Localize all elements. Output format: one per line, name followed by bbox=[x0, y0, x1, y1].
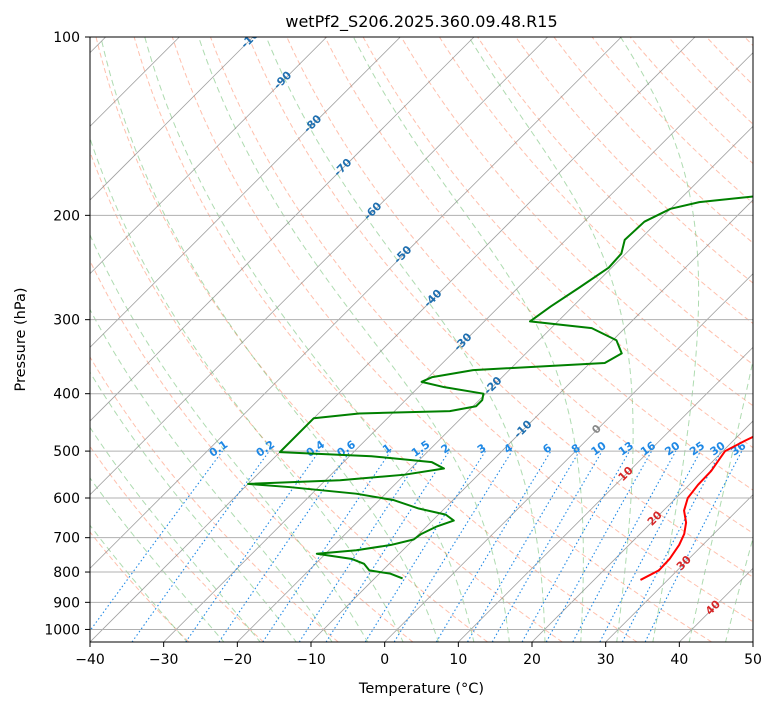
dry-adiabat bbox=[477, 37, 753, 325]
moist-adiabat bbox=[468, 37, 634, 642]
isotherm-line bbox=[384, 273, 753, 642]
mixing-ratio-line bbox=[644, 450, 743, 642]
temperature-profile bbox=[639, 435, 753, 581]
mixing-ratio-line bbox=[131, 450, 270, 642]
y-tick-label: 300 bbox=[53, 313, 80, 329]
y-axis-label: Pressure (hPa) bbox=[13, 287, 29, 391]
moist-adiabat bbox=[198, 37, 510, 642]
moist-adiabat bbox=[90, 477, 225, 642]
y-tick-label: 800 bbox=[53, 565, 80, 581]
y-tick-label: 700 bbox=[53, 531, 80, 547]
isotherm-line bbox=[531, 420, 753, 642]
mixing-ratio-line bbox=[185, 450, 320, 642]
moist-adiabat bbox=[620, 37, 700, 642]
dry-adiabat bbox=[210, 37, 753, 623]
isotherm-line bbox=[90, 37, 401, 348]
x-tick-label: 50 bbox=[744, 652, 762, 668]
moist-adiabat bbox=[90, 308, 333, 642]
mixing-ratio-line bbox=[572, 450, 677, 642]
x-tick-label: 30 bbox=[597, 652, 615, 668]
dry-adiabat bbox=[553, 37, 753, 244]
y-tick-label: 400 bbox=[53, 387, 80, 403]
mixing-ratio-line bbox=[545, 450, 653, 642]
x-tick-label: −30 bbox=[149, 652, 179, 668]
dry-adiabat bbox=[133, 37, 638, 642]
y-tick-label: 200 bbox=[53, 208, 80, 224]
chart-title: wetPf2_S206.2025.360.09.48.R15 bbox=[285, 12, 557, 32]
dry-adiabat bbox=[248, 37, 753, 578]
isotherm-line bbox=[605, 494, 753, 642]
mixing-ratio-line bbox=[521, 450, 630, 642]
mixing-ratio-line bbox=[325, 450, 450, 642]
dry-adiabat bbox=[171, 37, 712, 642]
dry-adiabat bbox=[95, 37, 563, 642]
y-tick-label: 100 bbox=[53, 30, 80, 46]
moist-adiabat bbox=[265, 37, 546, 642]
isotherm-line bbox=[90, 37, 696, 642]
isotherm-line bbox=[90, 37, 548, 496]
dry-adiabat bbox=[90, 259, 414, 642]
y-tick-label: 1000 bbox=[44, 622, 80, 638]
mixing-ratio-line bbox=[298, 450, 425, 642]
dry-adiabat bbox=[90, 531, 190, 642]
x-tick-label: −10 bbox=[296, 652, 326, 668]
x-tick-label: 0 bbox=[380, 652, 389, 668]
dry-adiabat bbox=[591, 37, 753, 204]
moist-adiabat bbox=[90, 426, 261, 642]
dry-adiabat bbox=[90, 356, 339, 642]
x-tick-label: 10 bbox=[449, 652, 467, 668]
moist-adiabat bbox=[688, 358, 753, 642]
moist-adiabat bbox=[90, 233, 369, 642]
x-tick-label: −20 bbox=[223, 652, 253, 668]
mixing-ratio-line bbox=[218, 450, 351, 642]
dry-adiabat bbox=[439, 37, 753, 366]
moist-adiabat bbox=[100, 37, 440, 642]
dry-adiabat bbox=[286, 37, 753, 534]
isotherm-line bbox=[90, 37, 622, 569]
x-axis-label: Temperature (°C) bbox=[358, 681, 484, 697]
x-tick-label: 40 bbox=[670, 652, 688, 668]
isotherm-line bbox=[163, 52, 753, 642]
isotherm-line bbox=[90, 37, 327, 275]
mixing-ratio-line bbox=[393, 450, 513, 642]
mixing-ratio-line bbox=[90, 450, 223, 632]
x-tick-label: −40 bbox=[75, 652, 105, 668]
isotherm-line bbox=[90, 37, 254, 201]
dewpoint-profile bbox=[247, 195, 753, 580]
dry-adiabat bbox=[400, 37, 753, 407]
moist-adiabat bbox=[144, 37, 475, 642]
plot-frame bbox=[89, 36, 754, 643]
x-tick-label: 20 bbox=[523, 652, 541, 668]
moist-adiabat bbox=[725, 536, 753, 642]
dry-adiabat bbox=[90, 150, 488, 642]
y-tick-label: 900 bbox=[53, 595, 80, 611]
isotherm-line bbox=[458, 346, 753, 642]
dry-adiabat bbox=[324, 37, 753, 491]
y-tick-label: 500 bbox=[53, 444, 80, 460]
moist-adiabat bbox=[90, 371, 297, 642]
y-tick-label: 600 bbox=[53, 491, 80, 507]
isotherm-line bbox=[237, 125, 753, 642]
axes-layer: −40 −30 −20 −10 0 10 20 30 40 50 100 200 300 400 500 60… bbox=[44, 30, 762, 668]
moist-adiabat bbox=[90, 524, 188, 642]
isotherm-line bbox=[90, 37, 475, 422]
